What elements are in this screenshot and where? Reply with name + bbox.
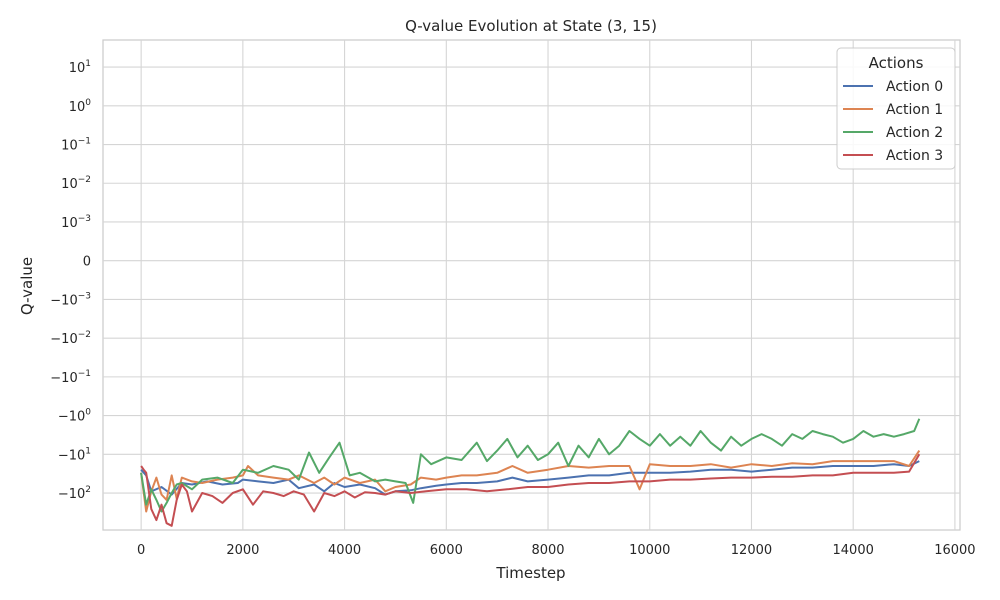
legend-title: Actions [869,54,924,72]
y-tick-exponent: −2 [78,330,91,340]
legend-label: Action 0 [886,79,943,95]
y-tick-exponent: −3 [78,291,91,301]
y-tick-label: −10−2 [50,330,91,347]
y-tick-exponent: −1 [78,137,91,147]
legend-label: Action 3 [886,148,943,164]
y-tick-label: −100 [58,408,91,425]
y-tick-label: −102 [58,485,91,502]
x-axis-label: Timestep [495,564,565,582]
legend-label: Action 1 [886,102,943,118]
y-tick-exponent: 0 [85,408,91,418]
series-line-action-3 [140,453,921,527]
series-layer [140,418,921,527]
y-tick-base: −10 [50,332,77,347]
y-tick-base: 10 [61,177,78,192]
y-tick-exponent: −3 [78,214,91,224]
plot-area [102,39,961,531]
y-tick-base: 10 [61,216,78,231]
x-tick-label: 4000 [328,543,361,558]
series-line-action-0 [140,460,920,496]
y-tick-base: −10 [58,410,85,425]
series-line-action-1 [140,450,921,513]
chart-title: Q-value Evolution at State (3, 15) [405,17,657,35]
y-tick-base: 10 [69,100,86,115]
y-tick-exponent: −2 [78,175,91,185]
y-tick-exponent: 1 [85,446,91,456]
x-tick-label: 16000 [934,543,975,558]
y-tick-base: 10 [69,61,86,76]
y-tick-label: 10−1 [61,137,91,154]
y-tick-base: 10 [61,139,78,154]
x-tick-label: 14000 [833,543,874,558]
y-tick-label: 100 [69,98,92,115]
y-tick-label: −10−3 [50,291,91,308]
y-tick-label: 10−2 [61,175,91,192]
tick-labels: 0 2000 4000 6000 8000 10000 12000 14000 16000101… [50,59,975,558]
y-tick-base: 0 [83,255,91,270]
legend-items: Action 0 Action 1 Action 2 Action 3 [843,79,943,164]
y-tick-exponent: 2 [85,485,91,495]
y-tick-base: −10 [50,371,77,386]
y-axis-label: Q-value [18,257,36,315]
x-tick-label: 2000 [226,543,259,558]
x-tick-label: 0 [137,543,145,558]
x-tick-label: 10000 [629,543,670,558]
legend-box [836,47,956,170]
y-tick-label: −101 [58,446,91,463]
series-line-action-2 [140,418,921,513]
legend-label: Action 2 [886,125,943,141]
y-tick-base: −10 [58,487,85,502]
y-tick-base: −10 [50,293,77,308]
y-tick-base: −10 [58,448,85,463]
x-tick-label: 6000 [430,543,463,558]
y-tick-exponent: 0 [85,98,91,108]
x-tick-label: 12000 [731,543,772,558]
x-tick-label: 8000 [531,543,564,558]
legend: Actions Action 0 Action 1 Action 2 Action 3 [836,47,956,170]
y-tick-label: 101 [69,59,91,76]
y-tick-exponent: −1 [78,369,91,379]
y-tick-exponent: 1 [85,59,91,69]
y-tick-label: 0 [83,255,91,270]
y-tick-label: −10−1 [50,369,91,386]
y-tick-label: 10−3 [61,214,91,231]
